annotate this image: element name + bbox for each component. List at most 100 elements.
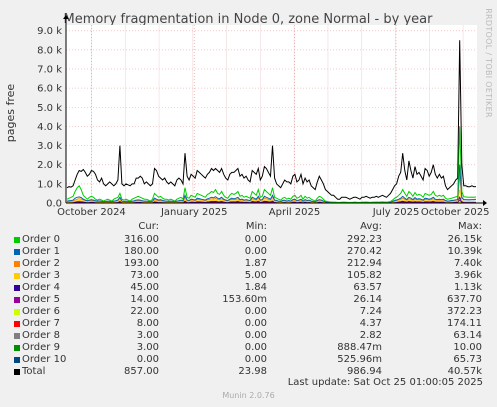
- legend-value-cur: 3.00: [136, 330, 159, 341]
- series-line-order-1: [66, 164, 477, 204]
- legend-value-min: 0.00: [244, 306, 267, 317]
- x-tick-label: October 2025: [421, 207, 490, 218]
- y-tick-label: 7.0 k: [37, 65, 62, 76]
- y-axis-arrow: [63, 15, 69, 19]
- legend-swatch: [14, 285, 20, 291]
- legend-swatch: [14, 237, 20, 243]
- legend-value-min: 0.00: [244, 354, 267, 365]
- legend-value-min: 1.84: [244, 282, 267, 293]
- legend-value-cur: 0.00: [136, 354, 159, 365]
- y-tick-label: 1.0 k: [37, 179, 62, 190]
- y-tick-label: 2.0 k: [37, 160, 62, 171]
- legend-value-min: 0.00: [244, 342, 267, 353]
- legend-swatch: [14, 261, 20, 267]
- legend-value-cur: 3.00: [136, 342, 159, 353]
- legend-swatch: [14, 273, 20, 279]
- last-update: Last update: Sat Oct 25 01:00:05 2025: [287, 377, 483, 388]
- legend-value-max: 26.15k: [447, 234, 482, 245]
- legend-series-name: Order 6: [22, 306, 60, 317]
- legend-swatch: [14, 357, 20, 363]
- legend-header-min: Min:: [245, 221, 267, 232]
- legend-value-max: 372.23: [447, 306, 482, 317]
- plot-area: [66, 25, 477, 203]
- legend-value-cur: 22.00: [130, 306, 159, 317]
- x-axis-arrow: [483, 200, 487, 206]
- legend-row: Order 9 3.00 0.00 888.47m 10.00: [0, 342, 497, 354]
- legend-value-min: 1.87: [244, 258, 267, 269]
- series-line-order-3: [66, 189, 476, 204]
- y-axis-label: pages free: [4, 84, 17, 143]
- series-line-total: [66, 40, 477, 200]
- legend-value-cur: 193.00: [124, 258, 159, 269]
- legend-value-avg: 292.23: [347, 234, 382, 245]
- y-tick-label: 3.0 k: [37, 141, 62, 152]
- y-tick-label: 5.0 k: [37, 103, 62, 114]
- legend-series-name: Order 10: [22, 354, 67, 365]
- y-tick-label: 4.0 k: [37, 122, 62, 133]
- legend-value-max: 3.96k: [453, 270, 482, 281]
- y-tick-label: 0.0: [46, 199, 62, 210]
- legend-swatch: [14, 297, 20, 303]
- legend-value-cur: 45.00: [130, 282, 159, 293]
- legend-value-max: 10.00: [453, 342, 482, 353]
- legend-value-cur: 316.00: [124, 234, 159, 245]
- legend-row: Total 857.00 23.98 986.94 40.57k: [0, 366, 497, 378]
- munin-version: Munin 2.0.76: [222, 391, 275, 400]
- legend-value-avg: 888.47m: [337, 342, 382, 353]
- legend-value-avg: 986.94: [347, 366, 382, 377]
- legend-value-avg: 7.24: [359, 306, 382, 317]
- legend-series-name: Order 1: [22, 246, 60, 257]
- legend-series-name: Order 7: [22, 318, 60, 329]
- legend-series-name: Order 9: [22, 342, 60, 353]
- legend-value-max: 63.14: [453, 330, 482, 341]
- legend-series-name: Order 3: [22, 270, 60, 281]
- legend-header-max: Max:: [457, 221, 482, 232]
- legend-value-max: 65.73: [453, 354, 482, 365]
- axes: [63, 15, 487, 206]
- y-tick-label: 8.0 k: [37, 45, 62, 56]
- legend-value-cur: 857.00: [124, 366, 159, 377]
- x-tick-label: October 2024: [57, 207, 126, 218]
- legend-value-min: 153.60m: [222, 294, 267, 305]
- legend-header-avg: Avg:: [360, 221, 382, 232]
- legend-series-name: Order 2: [22, 258, 60, 269]
- legend-value-max: 10.39k: [447, 246, 482, 257]
- legend-value-min: 23.98: [238, 366, 267, 377]
- chart-title: Memory fragmentation in Node 0, zone Nor…: [64, 12, 434, 27]
- legend-value-avg: 525.96m: [337, 354, 382, 365]
- ticks: 0.0 1.0 k 2.0 k 3.0 k 4.0 k 5.0 k 6.0 k 7.0 k 8.…: [37, 26, 489, 218]
- legend-series-name: Order 5: [22, 294, 60, 305]
- legend-row: Order 1 180.00 0.00 270.42 10.39k: [0, 246, 497, 258]
- legend-value-max: 637.70: [447, 294, 482, 305]
- legend-header: Cur: Min: Avg: Max:: [0, 221, 497, 233]
- legend-swatch: [14, 321, 20, 327]
- legend-swatch: [14, 309, 20, 315]
- legend-header-cur: Cur:: [138, 221, 159, 232]
- legend-value-min: 5.00: [244, 270, 267, 281]
- legend-value-cur: 14.00: [130, 294, 159, 305]
- legend-row: Order 4 45.00 1.84 63.57 1.13k: [0, 282, 497, 294]
- legend-value-max: 7.40k: [453, 258, 482, 269]
- legend-row: Order 5 14.00 153.60m 26.14 637.70: [0, 294, 497, 306]
- legend-value-avg: 212.94: [347, 258, 382, 269]
- legend-value-avg: 270.42: [347, 246, 382, 257]
- legend-swatch: [14, 345, 20, 351]
- legend-value-avg: 4.37: [359, 318, 382, 329]
- legend-series-name: Order 8: [22, 330, 60, 341]
- legend-swatch: [14, 249, 20, 255]
- legend-value-avg: 63.57: [353, 282, 382, 293]
- legend-value-max: 40.57k: [447, 366, 482, 377]
- legend-value-avg: 2.82: [359, 330, 382, 341]
- legend-series-name: Order 0: [22, 234, 60, 245]
- legend-value-cur: 73.00: [130, 270, 159, 281]
- x-tick-label: April 2025: [269, 207, 320, 218]
- rrdtool-credit: RRDTOOL / TOBI OETIKER: [484, 8, 493, 118]
- legend-value-avg: 105.82: [347, 270, 382, 281]
- legend-value-min: 0.00: [244, 246, 267, 257]
- legend-swatch: [14, 333, 20, 339]
- legend-value-avg: 26.14: [353, 294, 382, 305]
- legend-row: Order 7 8.00 0.00 4.37 174.11: [0, 318, 497, 330]
- legend-row: Order 10 0.00 0.00 525.96m 65.73: [0, 354, 497, 366]
- chart: Memory fragmentation in Node 0, zone Nor…: [4, 8, 493, 218]
- legend-row: Order 8 3.00 0.00 2.82 63.14: [0, 330, 497, 342]
